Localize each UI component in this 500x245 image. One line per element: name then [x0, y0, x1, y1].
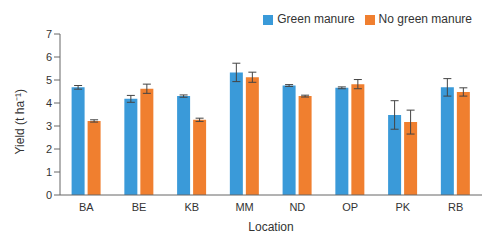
svg-text:5: 5 — [46, 74, 52, 86]
svg-text:4: 4 — [46, 97, 52, 109]
html-text:Green manure: Green manure — [277, 12, 355, 26]
svg-text:3: 3 — [46, 120, 52, 132]
svg-text:1: 1 — [46, 166, 52, 178]
svg-text:OP: OP — [342, 201, 358, 213]
svg-text:0: 0 — [46, 189, 52, 201]
svg-text:RB: RB — [448, 201, 463, 213]
svg-text:ND: ND — [289, 201, 305, 213]
svg-text:PK: PK — [396, 201, 411, 213]
svg-text:BA: BA — [79, 201, 94, 213]
html-text:No green manure: No green manure — [378, 12, 472, 26]
svg-text:2: 2 — [46, 143, 52, 155]
svg-text:6: 6 — [46, 51, 52, 63]
svg-text:BE: BE — [132, 201, 147, 213]
svg-text:7: 7 — [46, 28, 52, 40]
svg-text:Yield (t ha⁻¹): Yield (t ha⁻¹) — [13, 89, 27, 155]
svg-text:Location: Location — [248, 220, 293, 234]
svg-text:KB: KB — [185, 201, 200, 213]
svg-text:MM: MM — [235, 201, 253, 213]
